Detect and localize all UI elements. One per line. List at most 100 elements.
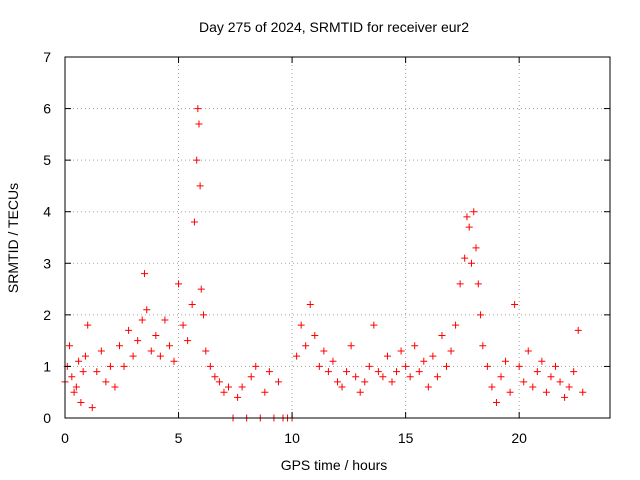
x-tick-label: 15 <box>398 430 414 446</box>
data-point <box>343 368 351 376</box>
data-point <box>424 383 432 391</box>
data-point <box>477 311 485 319</box>
data-point <box>97 347 105 355</box>
data-point <box>261 388 269 396</box>
plot-frame <box>64 56 611 419</box>
data-point <box>200 311 208 319</box>
y-tick-label: 1 <box>43 358 51 374</box>
data-point <box>515 362 523 370</box>
data-point <box>511 301 519 309</box>
data-point <box>502 357 510 365</box>
axis-ticks: 0 5 10 15 20 0 1 2 3 4 5 6 7 <box>43 49 610 446</box>
data-point <box>197 285 205 293</box>
y-tick-label: 4 <box>43 204 51 220</box>
data-point <box>175 280 183 288</box>
data-point <box>120 362 128 370</box>
data-point <box>393 368 401 376</box>
data-point <box>196 182 204 190</box>
data-point <box>143 306 151 314</box>
data-point <box>247 373 255 381</box>
data-point <box>347 342 355 350</box>
data-point <box>415 368 423 376</box>
data-point <box>561 393 569 401</box>
x-tick-label: 0 <box>61 430 69 446</box>
y-tick-label: 5 <box>43 152 51 168</box>
data-point <box>324 368 332 376</box>
data-point <box>215 378 223 386</box>
data-point <box>165 342 173 350</box>
data-point <box>140 270 148 278</box>
data-point <box>438 331 446 339</box>
data-point <box>70 388 78 396</box>
data-point <box>170 357 178 365</box>
grid <box>65 57 610 418</box>
y-axis-title: SRMTID / TECUs <box>5 183 21 293</box>
data-point <box>334 378 341 386</box>
y-tick-label: 3 <box>43 255 51 271</box>
data-point <box>188 301 196 309</box>
data-point <box>538 357 546 365</box>
data-point <box>79 368 87 376</box>
y-tick-label: 0 <box>43 410 51 426</box>
data-point <box>429 352 437 360</box>
y-tick-label: 6 <box>43 101 51 117</box>
data-point <box>111 383 119 391</box>
data-point <box>397 347 405 355</box>
data-point <box>194 105 202 113</box>
data-point <box>402 362 410 370</box>
data-point <box>565 383 573 391</box>
data-point <box>315 362 323 370</box>
data-point <box>356 388 364 396</box>
data-point <box>443 362 450 370</box>
data-point <box>533 368 541 376</box>
data-point <box>433 373 441 381</box>
data-point <box>406 373 414 381</box>
data-point <box>75 357 83 365</box>
data-point <box>520 378 528 386</box>
data-point <box>225 383 232 391</box>
data-point <box>472 244 480 252</box>
data-point <box>252 362 260 370</box>
data-point <box>542 388 550 396</box>
data-point <box>383 352 391 360</box>
data-point <box>320 347 328 355</box>
data-point <box>463 213 471 221</box>
data-point <box>293 352 301 360</box>
data-point <box>524 347 532 355</box>
y-tick-label: 2 <box>43 307 51 323</box>
data-point <box>461 254 469 262</box>
data-point <box>116 342 123 350</box>
data-point <box>129 352 137 360</box>
data-point <box>456 280 464 288</box>
data-point <box>411 342 419 350</box>
data-point <box>125 326 133 334</box>
data-point <box>483 362 491 370</box>
data-point <box>102 378 110 386</box>
chart-title: Day 275 of 2024, SRMTID for receiver eur… <box>199 19 469 35</box>
data-point <box>529 383 537 391</box>
data-point <box>77 399 85 407</box>
data-point <box>570 368 578 376</box>
data-point <box>156 352 164 360</box>
data-point <box>106 362 114 370</box>
data-point <box>88 404 96 412</box>
data-point <box>556 378 564 386</box>
data-point <box>265 368 273 376</box>
data-point <box>574 326 582 334</box>
data-point <box>202 347 210 355</box>
data-point <box>68 373 76 381</box>
data-point <box>274 378 282 386</box>
data-point <box>193 156 201 164</box>
data-point <box>81 352 89 360</box>
data-point <box>467 259 475 267</box>
data-point <box>302 342 310 350</box>
data-point <box>579 388 587 396</box>
data-point <box>220 388 228 396</box>
data-point <box>234 393 242 401</box>
data-point <box>479 342 487 350</box>
data-point <box>379 373 387 381</box>
data-point <box>179 321 187 329</box>
data-point <box>474 280 482 288</box>
